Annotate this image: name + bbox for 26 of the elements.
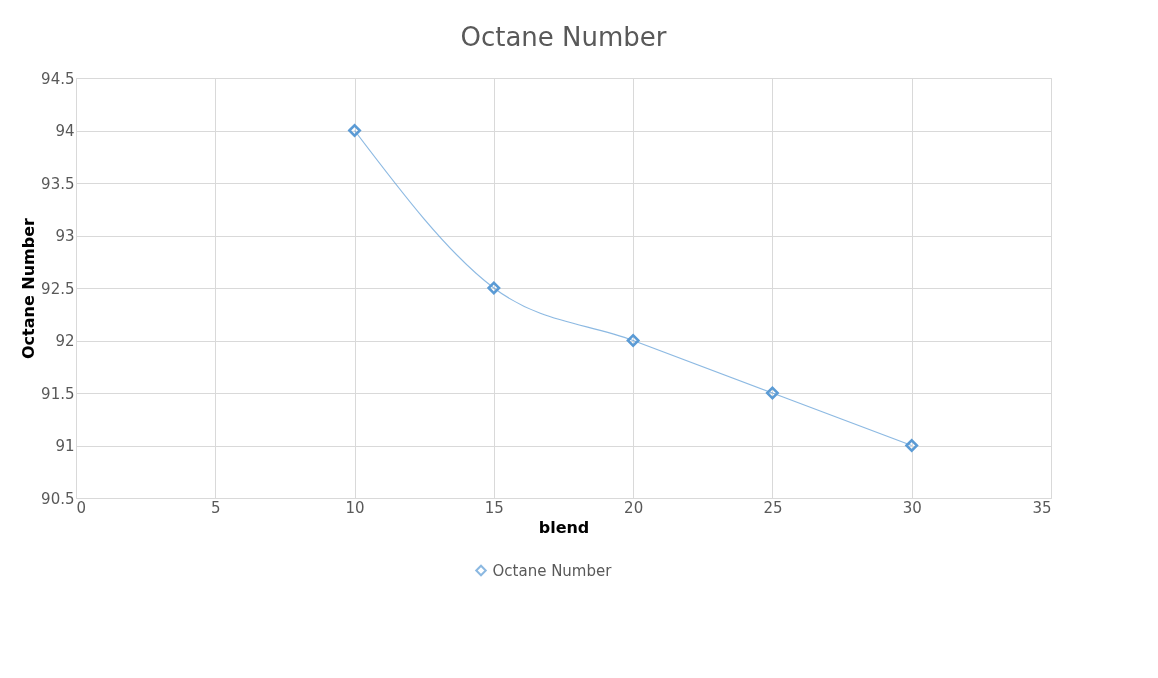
y-axis-title: Octane Number [19,217,39,359]
point [905,439,919,452]
y-tick-label: 92 [55,332,75,350]
x-tick-label: 25 [763,498,783,517]
x-tick-label: 35 [1032,498,1052,517]
y-tick-label: 91 [55,437,75,455]
x-tick-label: 10 [345,498,365,517]
x-tick-label: 15 [484,498,504,517]
y-tick-label: 90.5 [41,489,75,508]
x-tick-label: 20 [624,498,644,517]
y-tick-label: 94 [55,122,75,140]
x-axis-title: blend [538,517,590,537]
y-tick-label: 91.5 [41,384,75,403]
point [765,386,779,400]
y-tick-label: 93 [55,227,75,245]
x-tick-label: 0 [76,498,87,517]
y-tick-label: 93.5 [41,174,75,193]
legend-label: Octane Number [492,561,613,580]
x-tick-label: 30 [902,498,922,517]
point [487,281,501,295]
y-tick-label: 94.5 [41,69,75,88]
x-tick-label: 5 [211,498,221,517]
point [348,124,362,137]
chart-title: Octane Number [460,22,667,52]
point [626,334,640,347]
y-tick-label: 92.5 [41,279,75,298]
